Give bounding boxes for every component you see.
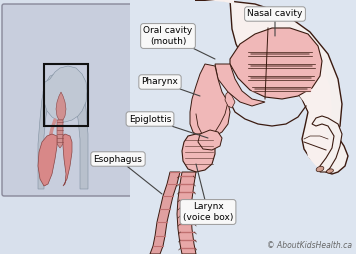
Polygon shape (198, 130, 222, 150)
Bar (44, 64, 88, 126)
Polygon shape (38, 74, 88, 189)
Polygon shape (130, 0, 356, 254)
Text: © AboutKidsHealth.ca: © AboutKidsHealth.ca (267, 241, 352, 250)
Polygon shape (195, 0, 348, 174)
Text: Esophagus: Esophagus (94, 154, 162, 194)
Polygon shape (38, 134, 57, 186)
Polygon shape (205, 0, 336, 170)
Ellipse shape (316, 166, 324, 172)
Polygon shape (150, 172, 180, 254)
Polygon shape (63, 134, 72, 186)
Text: Larynx
(voice box): Larynx (voice box) (183, 164, 233, 222)
Polygon shape (177, 172, 196, 254)
Polygon shape (225, 92, 235, 108)
Ellipse shape (326, 169, 334, 173)
Polygon shape (43, 66, 87, 122)
FancyBboxPatch shape (2, 4, 136, 196)
Polygon shape (182, 134, 215, 172)
Polygon shape (190, 64, 230, 136)
Polygon shape (57, 120, 63, 148)
Polygon shape (56, 92, 66, 120)
Text: Nasal cavity: Nasal cavity (247, 9, 303, 36)
Polygon shape (312, 116, 342, 172)
Text: Epiglottis: Epiglottis (129, 115, 208, 138)
Text: Pharynx: Pharynx (142, 77, 200, 96)
Polygon shape (230, 28, 322, 99)
Polygon shape (215, 64, 265, 106)
Text: Oral cavity
(mouth): Oral cavity (mouth) (143, 26, 215, 59)
